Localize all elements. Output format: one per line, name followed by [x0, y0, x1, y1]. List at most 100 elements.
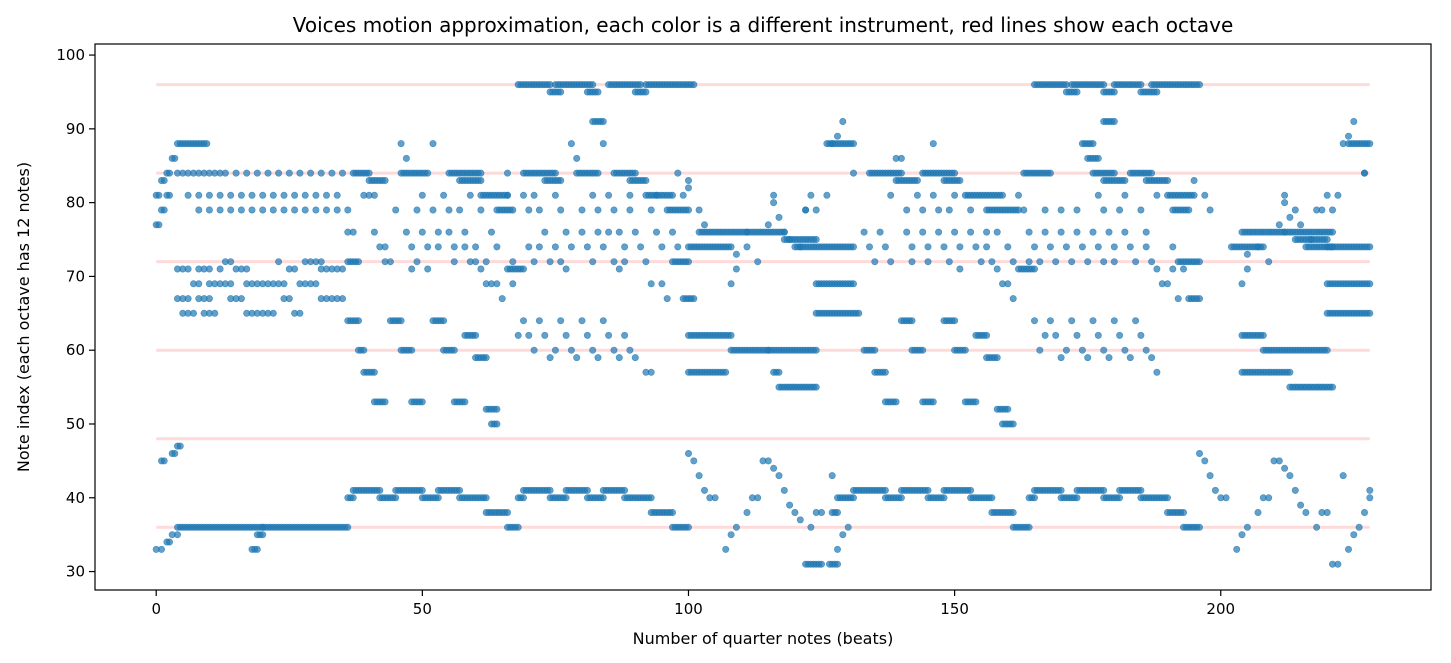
data-point — [919, 228, 927, 236]
data-point — [1222, 494, 1230, 502]
data-point — [674, 169, 682, 177]
data-point — [817, 508, 825, 516]
data-point — [780, 228, 788, 236]
data-point — [434, 494, 442, 502]
data-point — [493, 405, 501, 413]
data-point — [626, 206, 634, 214]
data-point — [1286, 472, 1294, 480]
data-point — [280, 191, 288, 199]
data-point — [871, 258, 879, 266]
data-point — [881, 486, 889, 494]
data-point — [610, 206, 618, 214]
data-point — [621, 331, 629, 339]
data-point — [285, 169, 293, 177]
data-point — [160, 457, 168, 465]
data-point — [1361, 169, 1369, 177]
y-tick-label: 50 — [66, 415, 85, 433]
data-point — [1036, 346, 1044, 354]
data-point — [275, 258, 283, 266]
x-tick-label: 0 — [151, 600, 161, 618]
data-point — [615, 228, 623, 236]
data-point — [1100, 346, 1108, 354]
data-point — [647, 280, 655, 288]
data-point — [1084, 258, 1092, 266]
data-point — [1366, 494, 1374, 502]
data-point — [472, 331, 480, 339]
data-point — [1100, 206, 1108, 214]
data-point — [503, 508, 511, 516]
data-point — [1110, 258, 1118, 266]
data-point — [690, 295, 698, 303]
data-point — [594, 88, 602, 96]
data-point — [461, 398, 469, 406]
data-point — [386, 258, 394, 266]
data-point — [1062, 346, 1070, 354]
data-point — [381, 243, 389, 251]
data-point — [1329, 206, 1337, 214]
data-point — [812, 383, 820, 391]
data-point — [684, 449, 692, 457]
data-point — [171, 154, 179, 162]
data-point — [392, 494, 400, 502]
data-point — [546, 354, 554, 362]
data-point — [434, 243, 442, 251]
y-axis-label: Note index (each octave has 12 notes) — [14, 162, 33, 472]
data-point — [913, 177, 921, 185]
data-point — [461, 243, 469, 251]
data-point — [849, 169, 857, 177]
data-point — [855, 309, 863, 317]
data-point — [1164, 494, 1172, 502]
data-point — [440, 317, 448, 325]
data-point — [993, 354, 1001, 362]
data-point — [770, 199, 778, 207]
data-point — [1254, 508, 1262, 516]
data-point — [610, 346, 618, 354]
data-point — [786, 501, 794, 509]
data-point — [828, 140, 836, 148]
data-point — [280, 206, 288, 214]
data-point — [967, 228, 975, 236]
data-point — [535, 317, 543, 325]
data-point — [424, 169, 432, 177]
data-point — [291, 191, 299, 199]
y-tick-label: 100 — [56, 46, 85, 64]
data-point — [338, 169, 346, 177]
data-point — [551, 191, 559, 199]
data-point — [482, 258, 490, 266]
data-point — [1297, 221, 1305, 229]
data-point — [1009, 258, 1017, 266]
data-point — [924, 258, 932, 266]
data-point — [237, 191, 245, 199]
data-point — [1323, 191, 1331, 199]
data-point — [940, 494, 948, 502]
data-point — [972, 398, 980, 406]
data-point — [1094, 243, 1102, 251]
data-point — [434, 228, 442, 236]
data-point — [935, 228, 943, 236]
data-point — [259, 531, 267, 539]
data-point — [285, 295, 293, 303]
data-point — [983, 228, 991, 236]
data-point — [1366, 140, 1374, 148]
data-point — [908, 243, 916, 251]
data-point — [828, 472, 836, 480]
data-point — [967, 206, 975, 214]
data-point — [1339, 472, 1347, 480]
data-point — [205, 265, 213, 273]
data-point — [1089, 317, 1097, 325]
data-point — [913, 191, 921, 199]
data-point — [1350, 118, 1358, 126]
data-point — [849, 494, 857, 502]
data-point — [1057, 228, 1065, 236]
data-point — [1031, 494, 1039, 502]
data-point — [690, 457, 698, 465]
data-point — [370, 228, 378, 236]
y-axis: 30 40 50 60 70 80 90 100 — [56, 46, 95, 581]
data-point — [833, 508, 841, 516]
data-point — [519, 191, 527, 199]
data-point — [1243, 523, 1251, 531]
data-point — [1137, 331, 1145, 339]
data-point — [482, 494, 490, 502]
data-point — [1073, 228, 1081, 236]
